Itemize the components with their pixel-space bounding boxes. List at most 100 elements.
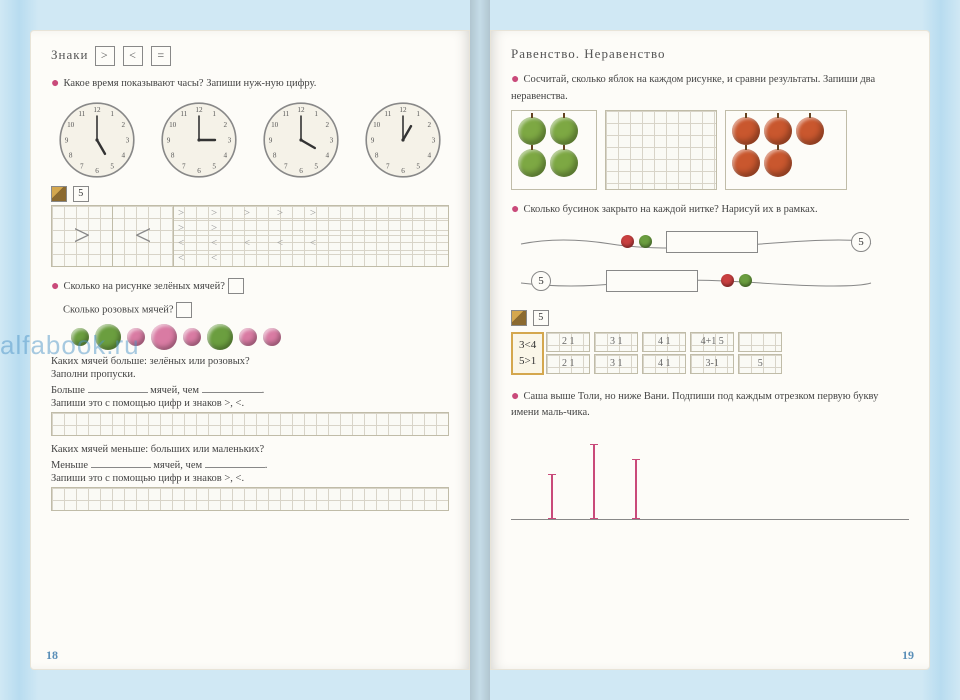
clocks-row: 123456789101112 123456789101112 12345678… xyxy=(51,100,449,180)
apple xyxy=(764,149,792,177)
svg-text:7: 7 xyxy=(284,162,288,170)
answer-row-2[interactable] xyxy=(51,487,449,511)
svg-text:12: 12 xyxy=(93,106,101,114)
page-title-right: Равенство. Неравенство xyxy=(511,46,909,62)
ineq-cell[interactable]: 3 1 xyxy=(594,354,638,374)
apple xyxy=(732,117,760,145)
ineq-cell[interactable]: 5 xyxy=(738,354,782,374)
svg-text:1: 1 xyxy=(212,110,216,118)
ball xyxy=(95,324,121,350)
svg-text:8: 8 xyxy=(69,151,73,159)
apple xyxy=(518,149,546,177)
svg-text:7: 7 xyxy=(386,162,390,170)
task-clocks: ●Какое время показывают часы? Запиши нуж… xyxy=(51,74,449,94)
page-right: Равенство. Неравенство ●Сосчитай, скольк… xyxy=(490,30,930,670)
bead xyxy=(621,235,634,248)
q-fill: Заполни пропуски. xyxy=(51,369,449,380)
bead-string-2: 5 xyxy=(511,265,909,300)
svg-text:9: 9 xyxy=(167,136,171,144)
svg-text:12: 12 xyxy=(399,106,407,114)
svg-text:4: 4 xyxy=(224,151,228,159)
bead xyxy=(639,235,652,248)
ineq-cell[interactable] xyxy=(738,332,782,352)
clock-face: 123456789101112 xyxy=(363,100,443,180)
svg-text:11: 11 xyxy=(384,110,391,118)
svg-text:6: 6 xyxy=(401,166,405,174)
sign-gt: > xyxy=(95,46,115,66)
clock-face: 123456789101112 xyxy=(159,100,239,180)
apple-box-red xyxy=(725,110,847,190)
fill-more[interactable]: Больше мячей, чем . xyxy=(51,382,449,396)
svg-text:8: 8 xyxy=(273,151,277,159)
svg-text:4: 4 xyxy=(122,151,126,159)
svg-text:3: 3 xyxy=(228,136,232,144)
height-bar xyxy=(551,474,553,519)
answer-grid[interactable] xyxy=(605,110,717,190)
answer-row-1[interactable] xyxy=(51,412,449,436)
svg-text:3: 3 xyxy=(126,136,130,144)
apple xyxy=(796,117,824,145)
svg-text:5: 5 xyxy=(212,162,216,170)
ineq-cell[interactable]: 2 1 xyxy=(546,332,590,352)
example-digit: 5 xyxy=(73,186,89,202)
page-left: Знаки > < = ●Какое время показывают часы… xyxy=(30,30,470,670)
sign-lt: < xyxy=(123,46,143,66)
ineq-cell[interactable]: 4+1 5 xyxy=(690,332,734,352)
svg-text:9: 9 xyxy=(269,136,273,144)
svg-text:2: 2 xyxy=(326,121,330,129)
q-less: Каких мячей меньше: больших или маленьки… xyxy=(51,444,449,455)
answer-box[interactable] xyxy=(228,278,244,294)
height-bars xyxy=(511,429,909,520)
svg-text:9: 9 xyxy=(371,136,375,144)
workbook-spread: Знаки > < = ●Какое время показывают часы… xyxy=(0,0,960,700)
ineq-cell[interactable]: 4 1 xyxy=(642,354,686,374)
ineq-cell[interactable]: 3-1 xyxy=(690,354,734,374)
writing-practice[interactable]: > < > > > > > > > < < < < < < < xyxy=(51,205,449,267)
svg-text:1: 1 xyxy=(416,110,420,118)
ineq-cell[interactable]: 2 1 xyxy=(546,354,590,374)
writing-sample-gt: > xyxy=(52,206,113,266)
inequality-table[interactable]: 3<4 5>1 2 12 13 13 14 14 14+1 53-1 5 xyxy=(511,332,909,375)
ineq-cell[interactable]: 4 1 xyxy=(642,332,686,352)
svg-text:11: 11 xyxy=(282,110,289,118)
writing-sample-lt: < xyxy=(113,206,174,266)
svg-text:4: 4 xyxy=(326,151,330,159)
svg-text:11: 11 xyxy=(78,110,85,118)
clock-face: 123456789101112 xyxy=(57,100,137,180)
fill-less[interactable]: Меньше мячей, чем . xyxy=(51,457,449,471)
svg-text:10: 10 xyxy=(169,121,177,129)
apples-row xyxy=(511,110,909,190)
q-write1: Запиши это с помощью цифр и знаков >, <. xyxy=(51,398,449,409)
svg-text:8: 8 xyxy=(171,151,175,159)
svg-text:7: 7 xyxy=(80,162,84,170)
bead-count: 5 xyxy=(851,232,871,252)
svg-text:9: 9 xyxy=(65,136,69,144)
bead xyxy=(721,274,734,287)
bead-frame[interactable] xyxy=(666,231,758,253)
height-bar xyxy=(635,459,637,519)
answer-box[interactable] xyxy=(176,302,192,318)
apple xyxy=(764,117,792,145)
page-number-right: 19 xyxy=(902,648,914,663)
pencil-icon xyxy=(511,310,527,326)
pencil-marker: 5 xyxy=(511,310,909,326)
svg-text:6: 6 xyxy=(95,166,99,174)
ineq-example: 3<4 5>1 xyxy=(511,332,544,375)
task-beads: ●Сколько бусинок закрыто на каждой нитке… xyxy=(511,200,909,220)
ineq-cell[interactable]: 3 1 xyxy=(594,332,638,352)
q-more: Каких мячей больше: зелёных или розовых? xyxy=(51,356,449,367)
svg-text:5: 5 xyxy=(416,162,420,170)
svg-text:5: 5 xyxy=(110,162,114,170)
ball xyxy=(151,324,177,350)
clock-face: 123456789101112 xyxy=(261,100,341,180)
bead-frame[interactable] xyxy=(606,270,698,292)
height-bar xyxy=(593,444,595,519)
ball xyxy=(263,328,281,346)
pencil-icon xyxy=(51,186,67,202)
apple xyxy=(550,117,578,145)
bead-string-1: 5 xyxy=(511,226,909,261)
svg-text:5: 5 xyxy=(314,162,318,170)
ball xyxy=(239,328,257,346)
svg-text:7: 7 xyxy=(182,162,186,170)
bead-count: 5 xyxy=(531,271,551,291)
